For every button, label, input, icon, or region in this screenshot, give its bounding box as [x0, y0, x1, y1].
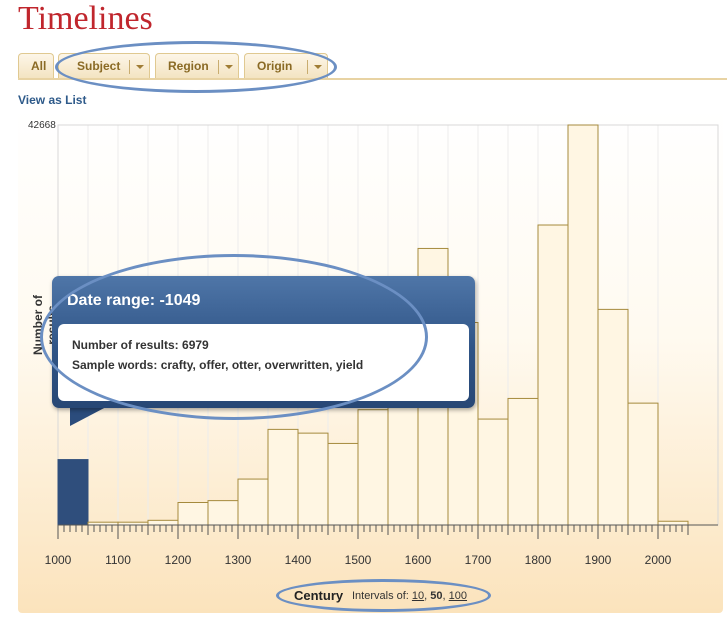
chevron-down-icon[interactable] [314, 65, 322, 69]
x-tick-label: 1700 [465, 553, 492, 567]
tab-origin[interactable]: Origin [244, 53, 328, 79]
x-axis-title: Century [294, 588, 344, 603]
histogram-bar [297, 432, 329, 526]
interval-separator: , [442, 590, 446, 602]
bar-tooltip: Date range: -1049 Number of results: 697… [52, 276, 475, 408]
interval-option-50[interactable]: 50 [430, 590, 443, 602]
tab-origin-label: Origin [257, 59, 293, 73]
chevron-down-icon[interactable] [136, 65, 144, 69]
tab-divider [129, 60, 130, 74]
intervals-prefix: Intervals of: [352, 590, 409, 602]
histogram-bar [567, 124, 599, 526]
tabs-underline [18, 78, 727, 80]
interval-option-10[interactable]: 10 [411, 590, 425, 602]
x-axis-ticks: 1000 1100 1200 1300 1400 1500 1600 1700 1800 1900… [45, 524, 718, 567]
page-title: Timelines [18, 0, 153, 37]
view-as-list-link[interactable]: View as List [18, 93, 87, 107]
histogram-bar [477, 418, 509, 526]
tab-subject-label: Subject [77, 59, 121, 73]
histogram-bar [537, 224, 569, 526]
interval-selector: Intervals of: 10, 50, 100 [352, 590, 467, 602]
histogram-bar [597, 308, 629, 526]
tooltip-results: Number of results: 6979 [72, 338, 209, 352]
interval-separator: , [424, 590, 428, 602]
x-tick-label: 1800 [525, 553, 552, 567]
histogram-bar [207, 500, 239, 526]
x-tick-label: 1600 [405, 553, 432, 567]
tab-region-label: Region [168, 59, 209, 73]
x-tick-label: 1300 [225, 553, 252, 567]
histogram-bar [177, 502, 209, 526]
tab-subject[interactable]: Subject [58, 53, 150, 79]
tooltip-title: Date range: -1049 [67, 292, 201, 309]
histogram-bar [327, 442, 359, 526]
chevron-down-icon[interactable] [225, 65, 233, 69]
y-max-label: 42668 [28, 120, 56, 131]
tooltip-pointer [70, 406, 108, 426]
histogram-bar [357, 409, 389, 526]
x-tick-label: 1500 [345, 553, 372, 567]
tooltip-body: Number of results: 6979 Sample words: cr… [58, 324, 469, 401]
histogram-bar [267, 428, 299, 526]
tab-all-label: All [31, 59, 47, 73]
x-tick-label: 1900 [585, 553, 612, 567]
histogram-bar [237, 478, 269, 526]
x-tick-label: 1000 [45, 553, 72, 567]
x-tick-label: 2000 [645, 553, 672, 567]
tooltip-sample-words: Sample words: crafty, offer, otter, over… [72, 358, 364, 372]
histogram-bar-highlighted [57, 459, 89, 526]
x-tick-label: 1200 [165, 553, 192, 567]
interval-option-100[interactable]: 100 [448, 590, 468, 602]
x-tick-label: 1100 [105, 553, 131, 567]
tab-all[interactable]: All [18, 53, 54, 79]
histogram-bar [147, 519, 179, 526]
histogram-bar [627, 402, 659, 526]
tab-divider [218, 60, 219, 74]
histogram-bar [657, 520, 689, 526]
tab-region[interactable]: Region [155, 53, 239, 79]
x-tick-label: 1400 [285, 553, 312, 567]
tab-divider [307, 60, 308, 74]
histogram-bar [507, 397, 539, 526]
